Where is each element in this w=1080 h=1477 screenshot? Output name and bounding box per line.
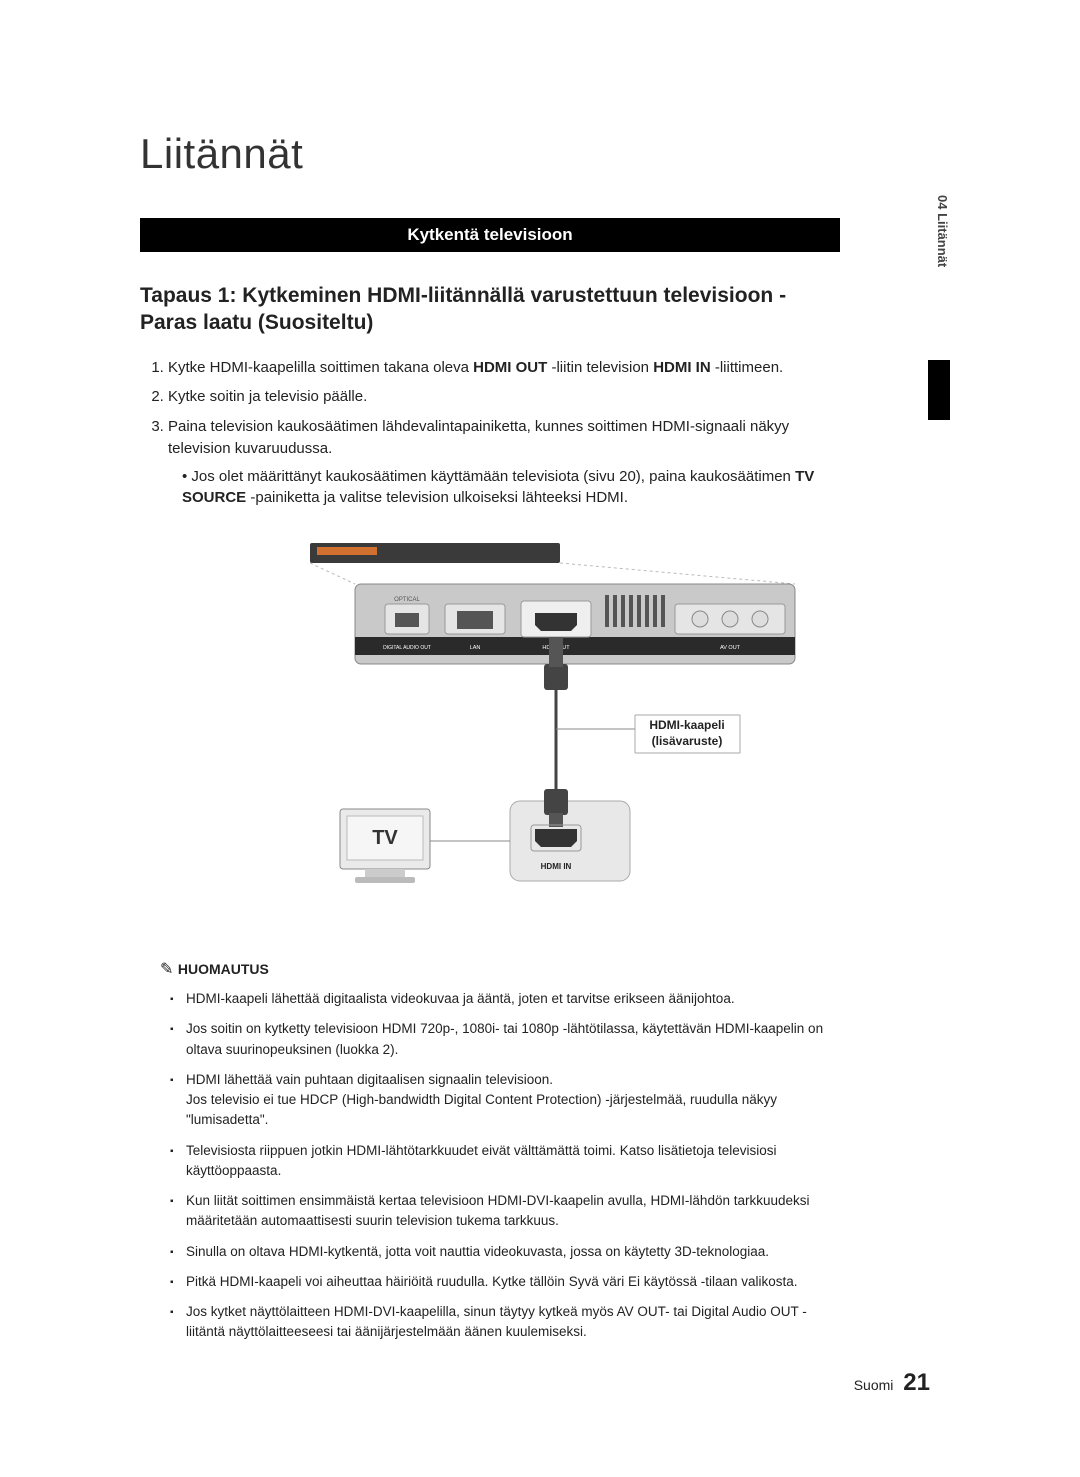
footer-page-number: 21 — [903, 1369, 930, 1396]
footer-lang: Suomi — [854, 1377, 894, 1393]
step-3-bullet-pre: Jos olet määrittänyt kaukosäätimen käytt… — [191, 468, 795, 485]
page-footer: Suomi 21 — [854, 1369, 930, 1397]
side-tab-label: 04 Liitännät — [935, 195, 950, 267]
step-1-bold-2: HDMI IN — [653, 359, 711, 376]
connection-diagram: OPTICAL DIGITAL AUDIO OUT LAN HDMI OUT A… — [235, 529, 855, 929]
note-label: HUOMAUTUS — [160, 959, 840, 979]
note-3: HDMI lähettää vain puhtaan digitaalisen … — [186, 1070, 840, 1131]
step-3-bullet: Jos olet määrittänyt kaukosäätimen käytt… — [182, 466, 840, 510]
svg-text:HDMI-kaapeli: HDMI-kaapeli — [649, 718, 724, 732]
step-1-text-mid: -liitin television — [547, 359, 653, 376]
step-1-text-pre: Kytke HDMI-kaapelilla soittimen takana o… — [168, 359, 473, 376]
note-6: Sinulla on oltava HDMI-kytkentä, jotta v… — [186, 1242, 840, 1262]
hdmi-plug-bottom-icon — [544, 789, 568, 815]
steps-list: Kytke HDMI-kaapelilla soittimen takana o… — [140, 357, 840, 510]
step-2: Kytke soitin ja televisio päälle. — [168, 386, 840, 408]
note-5: Kun liität soittimen ensimmäistä kertaa … — [186, 1191, 840, 1232]
side-black-tab — [928, 360, 950, 420]
notes-list: HDMI-kaapeli lähettää digitaalista video… — [140, 989, 840, 1343]
hdmi-plug-top-icon — [544, 664, 568, 690]
page-title: Liitännät — [140, 130, 950, 178]
svg-text:DIGITAL AUDIO OUT: DIGITAL AUDIO OUT — [383, 645, 431, 651]
note-7: Pitkä HDMI-kaapeli voi aiheuttaa häiriöi… — [186, 1272, 840, 1292]
note-8: Jos kytket näyttölaitteen HDMI-DVI-kaape… — [186, 1302, 840, 1343]
port-lan-label: LAN — [470, 645, 481, 651]
svg-text:(lisävaruste): (lisävaruste) — [652, 734, 723, 748]
step-1-bold-1: HDMI OUT — [473, 359, 547, 376]
step-1: Kytke HDMI-kaapelilla soittimen takana o… — [168, 357, 840, 379]
port-optical-label: OPTICAL — [394, 597, 420, 603]
step-3: Paina television kaukosäätimen lähdevali… — [168, 416, 840, 509]
case-subtitle: Tapaus 1: Kytkeminen HDMI-liitännällä va… — [140, 282, 840, 337]
section-banner: Kytkentä televisioon — [140, 218, 840, 252]
note-2: Jos soitin on kytketty televisioon HDMI … — [186, 1019, 840, 1060]
step-1-text-post: -liittimeen. — [711, 359, 784, 376]
note-4: Televisiosta riippuen jotkin HDMI-lähtöt… — [186, 1141, 840, 1182]
tv-label: TV — [372, 827, 398, 849]
port-av-out-label: AV OUT — [720, 645, 741, 651]
hdmi-out-port-icon — [535, 613, 577, 631]
note-1: HDMI-kaapeli lähettää digitaalista video… — [186, 989, 840, 1009]
step-3-bullet-post: -painiketta ja valitse television ulkois… — [246, 489, 628, 506]
note-block: HUOMAUTUS HDMI-kaapeli lähettää digitaal… — [140, 959, 840, 1343]
step-3-text: Paina television kaukosäätimen lähdevali… — [168, 418, 789, 457]
hdmi-in-label: HDMI IN — [541, 862, 572, 871]
